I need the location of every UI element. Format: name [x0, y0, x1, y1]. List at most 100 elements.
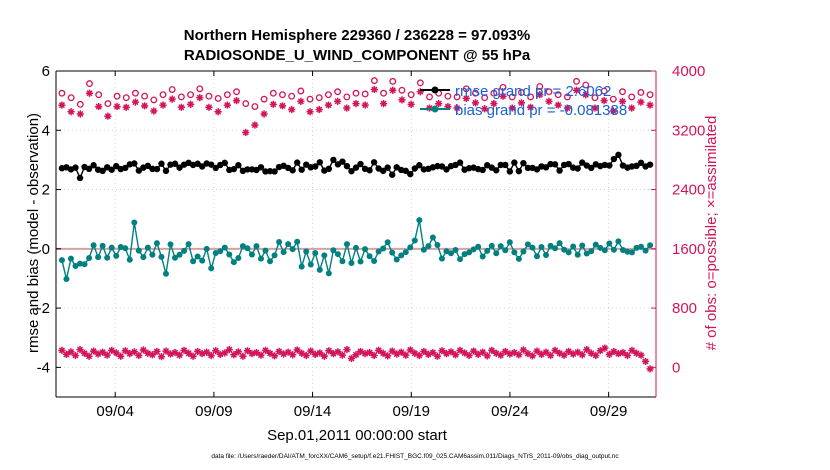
rmse-point	[493, 167, 500, 174]
obs-low-marker	[248, 350, 256, 358]
x-tick-label: 09/29	[590, 403, 628, 420]
obs-low-marker	[148, 351, 157, 359]
obs-low-marker	[212, 347, 220, 355]
obs-possible-marker	[104, 100, 112, 108]
obs-assimilated-marker	[490, 100, 498, 108]
bias-point	[325, 270, 332, 277]
obs-low-marker	[533, 347, 541, 355]
rmse-point	[76, 174, 84, 182]
bias-point	[389, 249, 396, 256]
obs-possible-marker	[269, 89, 277, 97]
bias-point	[104, 254, 111, 261]
obs-possible-marker	[426, 93, 433, 101]
obs-low-marker	[99, 348, 107, 356]
rmse-point	[230, 165, 238, 173]
rmse-point	[325, 165, 333, 172]
obs-low-marker	[546, 351, 555, 360]
rmse-point	[579, 159, 586, 166]
bias-point	[633, 244, 640, 251]
bias-point	[217, 248, 224, 255]
obs-assimilated-marker	[334, 97, 342, 105]
bias-point	[348, 260, 355, 267]
obs-low-marker	[316, 349, 324, 357]
obs-low-marker	[506, 350, 514, 358]
rmse-point	[357, 160, 364, 168]
obs-assimilated-marker	[278, 102, 287, 110]
rmse-point	[244, 166, 251, 173]
obs-possible-marker	[297, 87, 305, 95]
bias-point	[552, 245, 559, 252]
bias-point	[583, 250, 590, 257]
rmse-point	[221, 159, 228, 167]
rmse-point	[434, 162, 441, 170]
obs-possible-marker	[187, 91, 195, 99]
bias-point	[162, 270, 169, 277]
bias-point	[280, 249, 287, 256]
obs-assimilated-marker	[453, 104, 461, 112]
obs-assimilated-marker	[186, 100, 195, 108]
bias-point	[339, 258, 346, 265]
bias-point	[588, 248, 595, 255]
obs-possible-marker	[279, 91, 286, 99]
obs-low-marker	[356, 347, 365, 356]
obs-possible-marker	[637, 89, 645, 96]
bias-point	[438, 255, 445, 262]
rmse-point	[520, 159, 527, 167]
obs-possible-marker	[122, 94, 130, 102]
bias-point	[167, 241, 174, 248]
obs-possible-marker	[481, 94, 489, 102]
obs-low-marker	[194, 347, 202, 356]
bias-point	[262, 247, 269, 254]
obs-possible-marker	[306, 95, 314, 103]
obs-assimilated-marker	[242, 128, 250, 137]
obs-assimilated-marker	[536, 91, 544, 99]
bias-point	[479, 253, 486, 260]
bias-point	[221, 244, 228, 251]
rmse-point	[511, 159, 518, 166]
obs-low-marker	[284, 348, 292, 356]
obs-possible-marker	[370, 77, 378, 85]
obs-low-marker	[334, 348, 342, 356]
obs-low-marker	[289, 351, 297, 359]
bias-point	[357, 258, 364, 265]
bias-point	[429, 234, 436, 241]
obs-low-marker	[347, 354, 356, 363]
rmse-point	[266, 167, 274, 175]
obs-assimilated-marker	[205, 103, 213, 111]
obs-possible-marker	[380, 89, 388, 97]
obs-assimilated-marker	[141, 102, 149, 110]
rmse-point	[85, 165, 93, 172]
obs-low-marker	[465, 351, 473, 360]
obs-assimilated-marker	[223, 101, 231, 109]
y-axis-label: rmse and bias (model - observation)	[25, 113, 42, 353]
obs-assimilated-marker	[67, 108, 75, 116]
obs-possible-marker	[113, 92, 121, 100]
obs-low-marker	[515, 351, 523, 359]
obs-low-marker	[379, 349, 387, 357]
legend-rmse-label: rmse grand pr = 2.6062	[455, 83, 611, 100]
obs-possible-marker	[343, 93, 351, 101]
rmse-point	[262, 168, 269, 175]
obs-possible-marker	[76, 100, 84, 108]
obs-low-marker	[565, 347, 573, 356]
obs-assimilated-marker	[113, 102, 121, 111]
obs-low-marker	[257, 351, 265, 359]
obs-low-marker	[216, 350, 224, 358]
obs-assimilated-marker	[600, 97, 608, 105]
obs-low-marker	[601, 344, 609, 352]
obs-possible-marker	[453, 93, 461, 101]
y-tick-label: 0	[42, 241, 50, 258]
obs-possible-marker	[398, 86, 406, 94]
rmse-point	[271, 168, 278, 175]
y-tick-label: -4	[37, 359, 50, 376]
obs-low-marker	[623, 351, 632, 360]
obs-possible-marker	[141, 92, 149, 100]
obs-low-marker	[438, 347, 446, 355]
bias-point	[524, 241, 531, 248]
bias-point	[416, 217, 423, 224]
obs-low-marker	[406, 346, 414, 354]
bias-point	[58, 257, 65, 264]
obs-low-marker	[175, 351, 184, 359]
obs-low-marker	[560, 351, 568, 359]
obs-possible-marker	[95, 91, 103, 99]
